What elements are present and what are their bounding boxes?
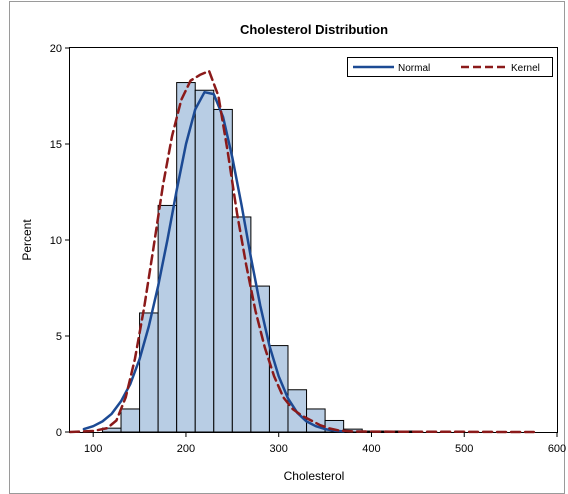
histogram-bar [120, 408, 141, 433]
histogram-bar [176, 82, 196, 433]
x-tick-label: 500 [455, 443, 473, 455]
x-tick-label: 600 [548, 443, 566, 455]
chart-title: Cholesterol Distribution [240, 22, 388, 37]
kernel-curve [68, 69, 536, 434]
histogram-bar [231, 216, 252, 433]
legend-box [347, 57, 553, 77]
x-tick-label: 100 [84, 443, 102, 455]
x-axis-label: Cholesterol [284, 469, 345, 483]
y-tick-label: 10 [50, 235, 62, 247]
y-tick-label: 5 [56, 331, 62, 343]
normal-curve [82, 90, 345, 433]
legend-normal-label: Normal [398, 63, 430, 74]
legend-kernel-label: Kernel [511, 63, 540, 74]
y-axis-label: Percent [20, 219, 34, 261]
x-tick-label: 400 [362, 443, 380, 455]
x-tick-label: 300 [270, 443, 288, 455]
x-tick-label: 200 [177, 443, 195, 455]
y-tick-label: 15 [50, 139, 62, 151]
histogram-bar [194, 89, 215, 433]
y-tick-label: 0 [56, 427, 62, 439]
legend: Normal Kernel [347, 57, 553, 77]
x-axis: 100 200 300 400 500 600 [84, 432, 566, 455]
y-axis: 0 5 10 15 20 [50, 43, 70, 439]
density-curves [68, 69, 536, 434]
y-tick-label: 20 [50, 43, 62, 55]
